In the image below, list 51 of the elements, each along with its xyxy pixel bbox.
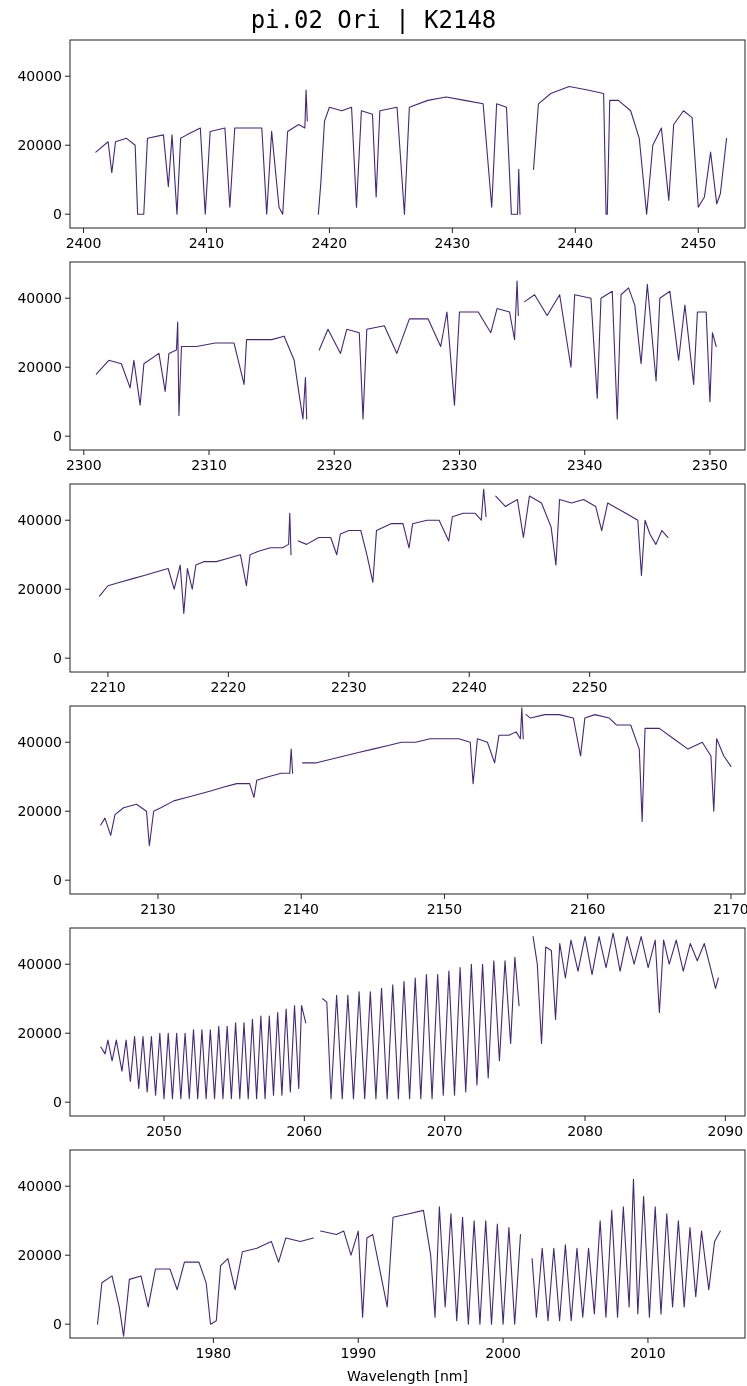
x-tick-label: 2410 [188, 235, 225, 251]
x-tick-label: 2220 [210, 679, 247, 695]
x-tick-label: 2090 [707, 1123, 744, 1139]
x-tick-label: 2010 [630, 1345, 666, 1361]
x-tick-label: 2060 [286, 1123, 323, 1139]
x-tick-label: 2320 [316, 457, 353, 473]
x-tick-label: 2450 [680, 235, 717, 251]
x-tick-label: 1980 [195, 1345, 232, 1361]
x-tick-label: 2340 [566, 457, 603, 473]
y-tick-label: 40000 [17, 512, 62, 529]
x-tick-label: 2140 [283, 901, 320, 917]
y-tick-label: 40000 [17, 734, 62, 751]
x-tick-label: 2230 [330, 679, 367, 695]
x-tick-label: 2420 [311, 235, 348, 251]
x-tick-label: 2330 [441, 457, 478, 473]
x-axis-title: Wavelength [nm] [347, 1368, 468, 1384]
x-tick-label: 2000 [485, 1345, 521, 1361]
x-tick-label: 2250 [571, 679, 608, 695]
x-tick-label: 2050 [146, 1123, 182, 1139]
x-tick-label: 2080 [567, 1123, 603, 1139]
y-tick-label: 40000 [17, 1178, 62, 1195]
y-tick-label: 40000 [17, 956, 62, 973]
y-tick-label: 20000 [17, 137, 62, 154]
x-tick-label: 2350 [692, 457, 728, 473]
y-tick-label: 0 [53, 206, 62, 223]
y-tick-label: 0 [53, 428, 62, 445]
y-tick-label: 20000 [17, 803, 62, 820]
y-tick-label: 40000 [17, 68, 62, 85]
y-tick-label: 20000 [17, 1025, 62, 1042]
chart-title: pi.02 Ori | K2148 [250, 6, 497, 34]
y-tick-label: 0 [53, 1316, 62, 1333]
x-tick-label: 2150 [426, 901, 463, 917]
y-tick-label: 40000 [17, 290, 62, 307]
x-tick-label: 2070 [426, 1123, 463, 1139]
y-tick-label: 20000 [17, 581, 62, 598]
x-tick-label: 2430 [434, 235, 471, 251]
x-tick-label: 2210 [90, 679, 126, 695]
x-tick-label: 2130 [140, 901, 176, 917]
y-tick-label: 0 [53, 872, 62, 889]
x-tick-label: 2400 [65, 235, 102, 251]
y-tick-label: 20000 [17, 359, 62, 376]
x-tick-label: 1990 [340, 1345, 377, 1361]
x-tick-label: 2310 [191, 457, 227, 473]
x-tick-label: 2160 [569, 901, 606, 917]
x-tick-label: 2170 [713, 901, 747, 917]
y-tick-label: 0 [53, 650, 62, 667]
y-tick-label: 20000 [17, 1247, 62, 1264]
x-tick-label: 2300 [65, 457, 102, 473]
x-tick-label: 2240 [451, 679, 488, 695]
x-tick-label: 2440 [557, 235, 594, 251]
y-tick-label: 0 [53, 1094, 62, 1111]
